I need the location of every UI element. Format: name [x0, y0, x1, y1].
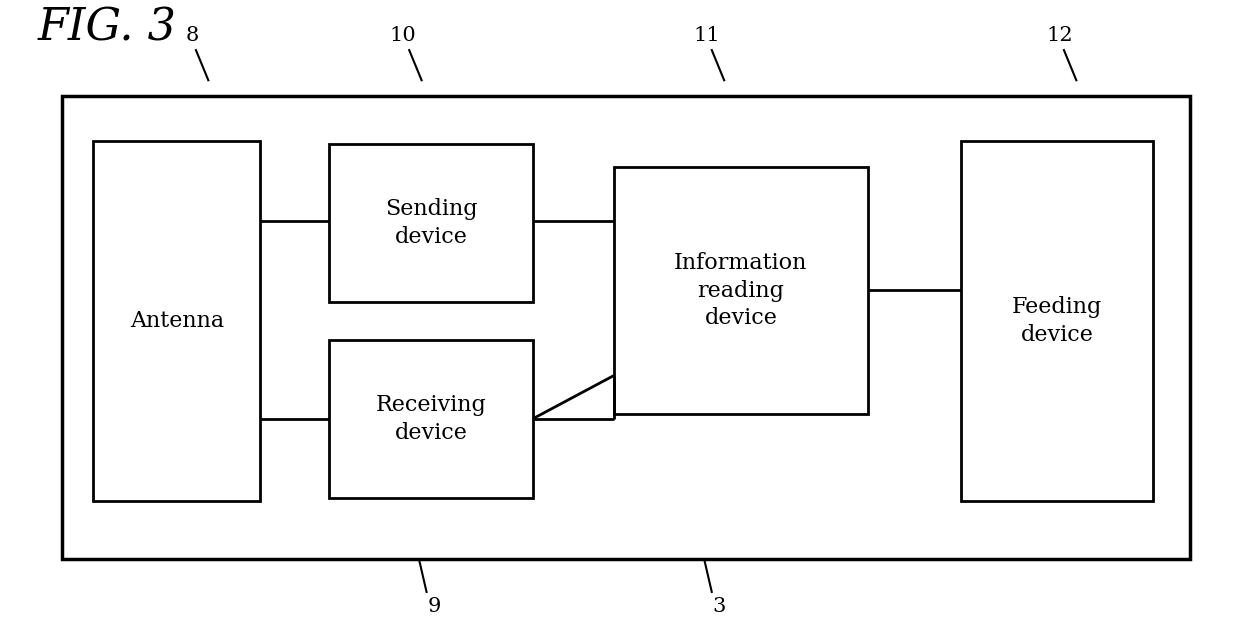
Text: Receiving
device: Receiving device [376, 394, 486, 444]
Bar [62, 96, 1190, 559]
Bar [93, 141, 260, 501]
Text: Information
reading
device: Information reading device [675, 252, 807, 329]
Text: Sending
device: Sending device [384, 198, 477, 248]
Text: FIG. 3: FIG. 3 [37, 6, 176, 49]
Text: 3: 3 [713, 597, 725, 616]
Text: 9: 9 [428, 597, 440, 616]
Bar [329, 144, 533, 302]
Text: 10: 10 [389, 26, 417, 45]
Text: Antenna: Antenna [130, 310, 223, 332]
Bar [329, 340, 533, 498]
Bar [961, 141, 1153, 501]
Text: 12: 12 [1047, 26, 1074, 45]
Text: 11: 11 [693, 26, 720, 45]
Bar [614, 167, 868, 414]
Text: Feeding
device: Feeding device [1012, 296, 1102, 346]
Text: 8: 8 [186, 26, 198, 45]
